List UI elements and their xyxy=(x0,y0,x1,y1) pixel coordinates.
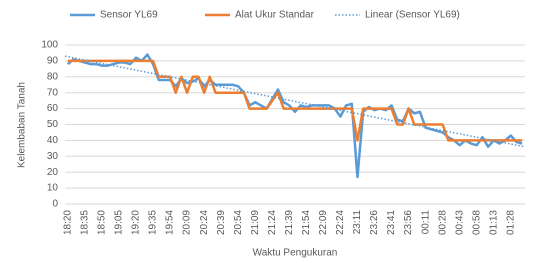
legend-label: Sensor YL69 xyxy=(100,10,158,21)
y-tick-label: 10 xyxy=(47,183,59,194)
x-tick-label: 23:26 xyxy=(369,210,380,235)
x-tick-label: 19:54 xyxy=(165,210,176,235)
x-tick-label: 21:09 xyxy=(250,210,261,235)
x-tick-label: 18:35 xyxy=(80,210,91,235)
x-tick-label: 01:13 xyxy=(488,210,499,235)
x-tick-label: 20:39 xyxy=(216,210,227,235)
series-line xyxy=(67,59,523,142)
x-tick-label: 21:39 xyxy=(284,210,295,235)
y-tick-label: 30 xyxy=(47,151,59,162)
legend-label: Alat Ukur Standar xyxy=(235,10,315,21)
y-tick-label: 40 xyxy=(47,135,59,146)
y-tick-label: 90 xyxy=(47,56,59,67)
legend-label: Linear (Sensor YL69) xyxy=(365,10,460,21)
x-tick-label: 18:50 xyxy=(97,210,108,235)
y-tick-label: 80 xyxy=(47,71,59,82)
x-tick-label: 23:56 xyxy=(403,210,414,235)
x-tick-label: 19:05 xyxy=(114,210,125,235)
x-tick-label: 20:54 xyxy=(233,210,244,235)
x-tick-label: 21:54 xyxy=(301,210,312,235)
x-tick-label: 23:11 xyxy=(352,210,363,235)
x-tick-label: 18:20 xyxy=(62,210,73,235)
x-tick-label: 23:41 xyxy=(386,210,397,235)
x-tick-label: 00:58 xyxy=(471,210,482,235)
x-tick-label: 22:24 xyxy=(335,210,346,235)
x-tick-label: 20:24 xyxy=(199,210,210,235)
y-tick-label: 70 xyxy=(47,87,59,98)
y-tick-label: 60 xyxy=(47,103,59,114)
x-tick-label: 00:11 xyxy=(420,210,431,235)
y-tick-label: 20 xyxy=(47,167,59,178)
trend-line xyxy=(64,55,526,148)
y-tick-label: 50 xyxy=(47,119,59,130)
x-tick-label: 01:28 xyxy=(505,210,516,235)
x-tick-label: 19:20 xyxy=(131,210,142,235)
x-tick-label: 21:24 xyxy=(267,210,278,235)
x-tick-label: 20:09 xyxy=(182,210,193,235)
x-tick-label: 22:09 xyxy=(318,210,329,235)
x-tick-label: 19:35 xyxy=(148,210,159,235)
y-tick-label: 0 xyxy=(52,199,58,210)
y-tick-label: 100 xyxy=(41,40,58,51)
y-axis-title: Kelembaban Tanah xyxy=(17,82,28,168)
x-tick-label: 00:28 xyxy=(437,210,448,235)
series-line xyxy=(67,53,523,179)
x-axis-title: Waktu Pengukuran xyxy=(253,248,338,259)
x-tick-label: 00:43 xyxy=(454,210,465,235)
